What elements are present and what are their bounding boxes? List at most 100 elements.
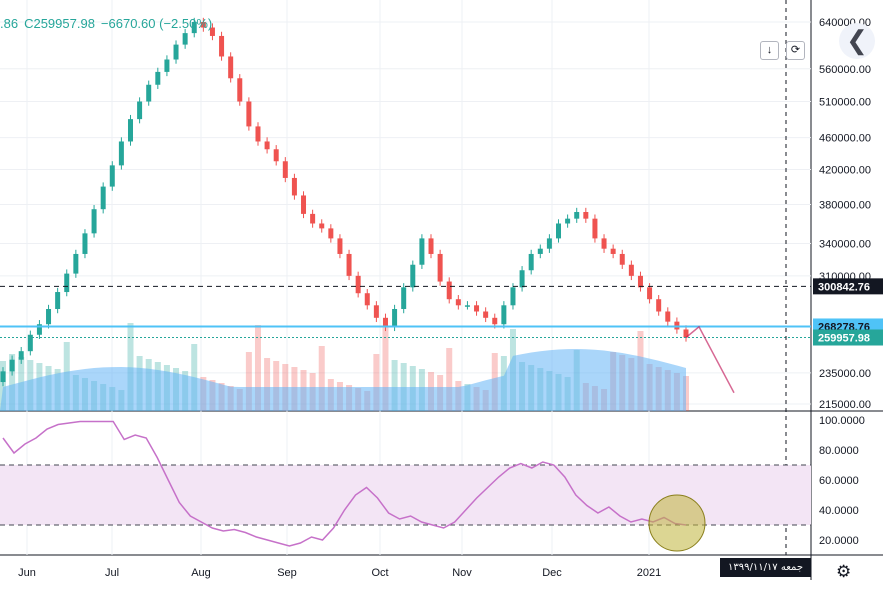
y-tick-label: 380000.00 xyxy=(819,200,871,212)
candle-body xyxy=(137,101,143,120)
candle-body xyxy=(574,212,580,219)
volume-bar xyxy=(264,358,271,411)
reset-chart-button[interactable]: ⟳ xyxy=(786,41,805,60)
candle-body xyxy=(255,126,261,142)
candle-body xyxy=(219,35,225,57)
candle-body xyxy=(209,27,215,36)
candle-body xyxy=(46,309,52,325)
projection-line xyxy=(685,325,735,394)
candle-body xyxy=(291,177,297,196)
rsi-line xyxy=(2,420,687,547)
candle-body xyxy=(628,264,634,276)
candle-body xyxy=(9,359,15,372)
x-tick-label: Nov xyxy=(452,567,472,579)
legend-prefix: .86 xyxy=(0,16,19,31)
candle-body xyxy=(565,218,571,224)
candle-body xyxy=(55,292,61,310)
candle-body xyxy=(556,223,562,239)
y-tick-label: 460000.00 xyxy=(819,133,871,145)
candle-body xyxy=(637,275,643,288)
candle-body xyxy=(0,371,6,383)
candle-body xyxy=(73,253,79,274)
candle-body xyxy=(282,161,288,178)
candle-body xyxy=(510,287,516,306)
x-tick-label: Jun xyxy=(18,567,36,579)
candle-body xyxy=(319,223,325,229)
highlight-circle xyxy=(648,494,706,552)
candle-body xyxy=(483,311,489,318)
x-tick-label: Jul xyxy=(105,567,119,579)
candle-body xyxy=(337,238,343,254)
candle-body xyxy=(401,287,407,310)
candle-body xyxy=(501,305,507,325)
candle-body xyxy=(173,44,179,60)
y-tick-label: 510000.00 xyxy=(819,97,871,109)
volume-bar xyxy=(273,361,280,411)
volume-bar xyxy=(446,348,453,411)
candle-body xyxy=(410,264,416,288)
candle-body xyxy=(64,273,70,293)
candle-body xyxy=(100,186,106,210)
volume-bar xyxy=(382,327,389,411)
candle-body xyxy=(146,84,152,102)
candle-body xyxy=(82,233,88,254)
candle-body xyxy=(355,275,361,294)
rsi-tick-label: 100.0000 xyxy=(819,415,865,427)
candle-body xyxy=(656,299,662,312)
price-label-badge xyxy=(813,278,883,295)
candle-body xyxy=(464,305,470,307)
candle-body xyxy=(683,329,689,338)
volume-bar xyxy=(318,346,325,411)
volume-bar xyxy=(127,323,134,411)
candle-body xyxy=(446,281,452,300)
volume-bar xyxy=(254,325,261,411)
candle-body xyxy=(382,317,388,327)
candle-body xyxy=(392,309,398,327)
x-tick-label: Sep xyxy=(277,567,297,579)
candle-body xyxy=(665,311,671,322)
candle-body xyxy=(455,299,461,306)
scroll-down-button[interactable]: ↓ xyxy=(760,41,779,60)
volume-ma-area xyxy=(0,349,686,411)
candle-body xyxy=(310,213,316,224)
y-tick-label: 560000.00 xyxy=(819,64,871,76)
candle-body xyxy=(27,334,33,352)
rsi-tick-label: 20.0000 xyxy=(819,535,859,547)
date-badge: جمعه ۱۳۹۹/۱۱/۱۷ xyxy=(720,558,811,577)
volume-bar xyxy=(245,352,252,411)
back-arrow-icon[interactable]: ❮ xyxy=(839,23,875,59)
candle-body xyxy=(273,149,279,162)
y-tick-label: 420000.00 xyxy=(819,165,871,177)
candle-body xyxy=(264,141,270,150)
candle-body xyxy=(301,195,307,214)
candle-body xyxy=(127,119,133,142)
candle-body xyxy=(583,212,589,219)
volume-bar xyxy=(391,360,398,411)
candle-body xyxy=(18,351,24,360)
volume-bar xyxy=(9,354,16,411)
x-tick-label: Oct xyxy=(371,567,388,579)
candle-body xyxy=(182,33,188,45)
settings-gear-icon[interactable]: ⚙ xyxy=(836,562,852,581)
volume-bar xyxy=(373,354,380,411)
candle-body xyxy=(155,71,161,85)
candle-body xyxy=(592,218,598,239)
ohlc-legend: .86 C259957.98 −6670.60 (−2.50%) xyxy=(0,16,218,31)
candle-body xyxy=(346,253,352,276)
legend-change: −6670.60 (−2.50%) xyxy=(100,16,213,31)
x-tick-label: Dec xyxy=(542,567,562,579)
candle-body xyxy=(237,78,243,102)
candle-body xyxy=(546,238,552,249)
y-tick-label: 215000.00 xyxy=(819,399,871,411)
candle-body xyxy=(246,101,252,127)
candle-body xyxy=(528,253,534,271)
legend-close: C259957.98 xyxy=(24,16,95,31)
candle-body xyxy=(328,228,334,239)
rsi-tick-label: 80.0000 xyxy=(819,445,859,457)
y-tick-label: 340000.00 xyxy=(819,239,871,251)
candle-body xyxy=(364,293,370,306)
rsi-tick-label: 40.0000 xyxy=(819,505,859,517)
price-label-value: 259957.98 xyxy=(818,333,870,345)
candle-body xyxy=(191,22,197,34)
